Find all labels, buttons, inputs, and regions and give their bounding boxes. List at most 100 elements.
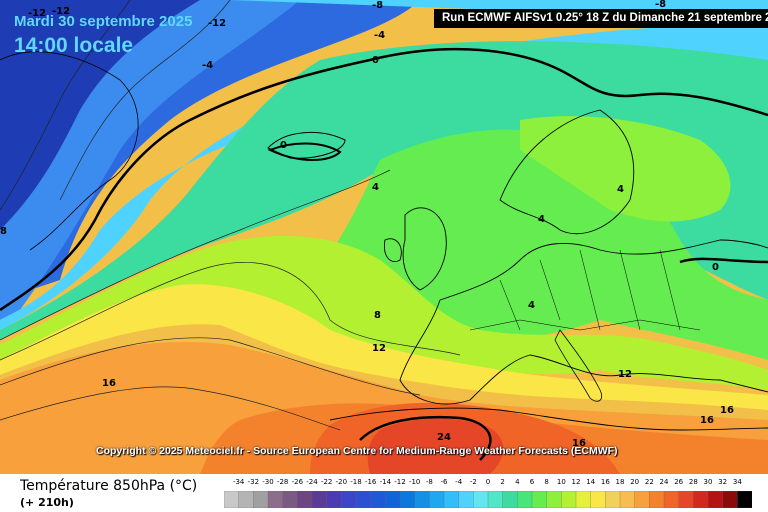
legend-tick: -24 (306, 478, 318, 486)
legend-swatch (238, 491, 254, 508)
legend-tick: -6 (440, 478, 448, 486)
legend-tick: -22 (320, 478, 333, 486)
label-8: 8 (374, 310, 381, 321)
legend-swatch (678, 491, 694, 508)
isotherm-m4 (59, 0, 231, 201)
label-m12-b: -12 (208, 18, 226, 29)
legend-swatch (370, 491, 386, 508)
legend-swatch (634, 491, 650, 508)
legend-swatch (414, 491, 430, 508)
country-borders (469, 249, 701, 331)
forecast-date: Mardi 30 septembre 2025 (14, 13, 193, 30)
legend-tick: 20 (630, 478, 640, 486)
label-m12: -12 (28, 8, 46, 19)
label-8-edge: 8 (0, 226, 7, 237)
legend-tick: 10 (556, 478, 566, 486)
british-isles (402, 207, 447, 291)
label-4-a: 4 (372, 182, 379, 193)
band-lime (520, 116, 731, 222)
italy (554, 329, 603, 402)
legend-tick: 28 (688, 478, 698, 486)
legend-swatch (649, 491, 665, 508)
legend-swatch (443, 491, 460, 508)
legend-tick: 22 (644, 478, 654, 486)
legend-swatch (590, 491, 606, 508)
scandinavia (499, 109, 635, 235)
legend-tick: 24 (659, 478, 669, 486)
legend-swatch (311, 491, 328, 508)
legend-tick: -2 (469, 478, 477, 486)
label-m12-top: -12 (52, 6, 70, 17)
temperature-map: -12 -12 -12 -8 -8 -4 -4 0 0 0 4 4 4 4 8 … (0, 0, 768, 474)
iceland (267, 131, 346, 159)
label-16-a: 16 (102, 378, 116, 389)
legend-tick: -34 (232, 478, 245, 486)
legend-tick: -32 (247, 478, 260, 486)
label-12-a: 12 (372, 343, 386, 354)
legend-swatch (575, 491, 592, 508)
legend-tick: 12 (571, 478, 581, 486)
legend-tick: -26 (291, 478, 304, 486)
label-0-iceland: 0 (280, 140, 287, 151)
legend-swatch (355, 491, 372, 508)
legend-subtitle: (+ 210h) (20, 496, 74, 509)
legend-tick: -28 (276, 478, 289, 486)
legend-tick: 14 (586, 478, 596, 486)
legend-tick: -10 (408, 478, 421, 486)
legend-tick: 30 (703, 478, 713, 486)
africa-coast (329, 407, 768, 431)
isotherm-20 (359, 415, 492, 461)
legend-swatch (531, 491, 548, 508)
legend-swatch (429, 491, 445, 508)
isotherm-4 (0, 169, 391, 341)
legend-swatch (737, 491, 752, 508)
label-16-c: 16 (720, 405, 734, 416)
legend-swatch (605, 491, 621, 508)
legend-tick: 6 (529, 478, 535, 486)
label-m4-b: -4 (202, 60, 213, 71)
legend-swatch (517, 491, 533, 508)
legend-tick: -18 (350, 478, 362, 486)
legend-swatch (458, 491, 474, 508)
legend-tick: 34 (732, 478, 742, 486)
legend-swatch (385, 491, 401, 508)
greenland-coast (0, 51, 139, 251)
label-4-c: 4 (538, 214, 545, 225)
legend-tick: -14 (379, 478, 392, 486)
label-4-b: 4 (617, 184, 624, 195)
copyright-notice: Copyright © 2025 Meteociel.fr - Source E… (96, 445, 618, 457)
label-m4-a: -4 (374, 30, 385, 41)
legend-swatch (722, 491, 738, 508)
isotherm-m8 (0, 0, 131, 211)
label-24: 24 (437, 432, 451, 443)
label-16-b: 16 (572, 438, 586, 449)
legend-tick: 26 (674, 478, 684, 486)
label-m8-b: -8 (655, 0, 666, 10)
ireland (384, 238, 402, 262)
legend-footer: Température 850hPa (°C) (+ 210h) -34 -32-… (0, 474, 768, 512)
legend-swatch (561, 491, 577, 508)
legend-tick: -20 (335, 478, 348, 486)
legend-tick: -8 (425, 478, 433, 486)
legend-tick: 4 (515, 478, 520, 486)
label-m8-a: -8 (372, 0, 383, 11)
isotherm-12 (0, 337, 421, 396)
legend-swatch (224, 491, 240, 508)
isotherm-8 (0, 262, 461, 361)
model-run-label: Run ECMWF AIFSv1 0.25° 18 Z du Dimanche … (434, 9, 768, 28)
legend-tick: 18 (615, 478, 625, 486)
legend-tick: 2 (500, 478, 505, 486)
legend-tick: -4 (455, 478, 463, 486)
label-16-d: 16 (700, 415, 714, 426)
label-4-d: 4 (528, 300, 535, 311)
legend-swatch (399, 491, 416, 508)
legend-swatch (663, 491, 680, 508)
band-teal (0, 41, 768, 340)
forecast-time: 14:00 locale (14, 34, 134, 57)
legend-swatch (473, 491, 489, 508)
isotherm-16 (0, 386, 341, 431)
legend-tick: -16 (364, 478, 377, 486)
legend-swatch (546, 491, 562, 508)
legend-swatch (707, 491, 724, 508)
